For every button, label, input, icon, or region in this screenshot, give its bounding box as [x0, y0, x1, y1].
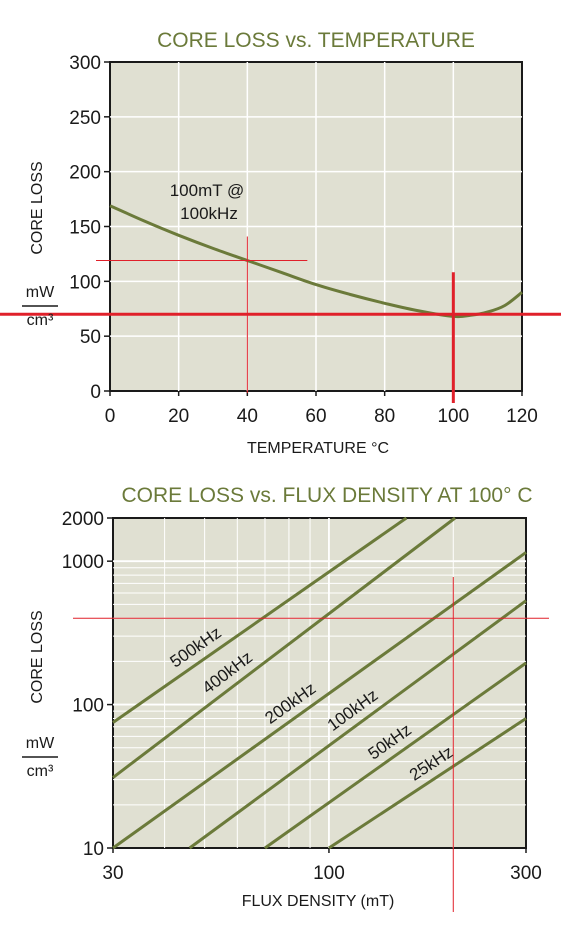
flux-density-series-line [264, 661, 527, 850]
temperature-y-tick-label: 50 [80, 327, 101, 348]
flux-density-series-line [112, 516, 456, 779]
temperature-markers [0, 236, 561, 403]
flux-density-markers [73, 577, 549, 912]
temperature-annotation-line-1: 100mT @ [170, 181, 245, 200]
flux-density-chart-title: CORE LOSS vs. FLUX DENSITY AT 100° C [121, 484, 532, 507]
flux-density-y-unit-denominator: cm³ [27, 763, 54, 780]
temperature-y-tick-label: 200 [69, 163, 101, 184]
flux-density-y-tick-label: 2000 [62, 509, 104, 530]
flux-density-y-axis-label: CORE LOSS [29, 610, 46, 703]
flux-density-series-line [188, 599, 527, 850]
flux-density-x-tick-label: 30 [102, 863, 123, 884]
temperature-x-tick-label: 60 [305, 406, 326, 427]
temperature-y-tick-label: 100 [69, 272, 101, 293]
flux-density-series-line [112, 551, 527, 850]
temperature-x-tick-label: 80 [374, 406, 395, 427]
temperature-y-tick-label: 250 [69, 108, 101, 129]
flux-density-y-unit-numerator: mW [26, 735, 55, 752]
flux-density-series-line [112, 516, 408, 724]
flux-density-series-line [328, 717, 527, 850]
temperature-x-tick-label: 0 [105, 406, 116, 427]
temperature-y-unit-denominator: cm³ [27, 312, 54, 329]
temperature-y-unit-numerator: mW [26, 284, 55, 301]
temperature-y-axis-label: CORE LOSS [29, 161, 46, 254]
temperature-chart: CORE LOSS vs. TEMPERATURE 0 20 40 60 80 100 12… [0, 29, 561, 457]
temperature-x-tick-label: 20 [168, 406, 189, 427]
flux-density-plot-area [112, 517, 527, 849]
temperature-x-axis-label: TEMPERATURE °C [247, 440, 389, 457]
temperature-x-tick-label: 100 [437, 406, 469, 427]
temperature-y-tick-label: 0 [90, 382, 101, 403]
temperature-x-tick-label: 40 [237, 406, 258, 427]
flux-density-ticks: 30 100 300 10 100 1000 2000 [62, 509, 542, 884]
flux-density-x-axis-label: FLUX DENSITY (mT) [242, 893, 395, 910]
flux-density-y-tick-label: 100 [72, 696, 104, 717]
temperature-annotation-line-2: 100kHz [180, 204, 238, 223]
flux-density-y-tick-label: 1000 [62, 552, 104, 573]
temperature-ticks: 0 20 40 60 80 100 120 0 50 100 150 200 250 300 [69, 53, 538, 427]
flux-density-x-tick-label: 100 [313, 863, 345, 884]
flux-density-y-tick-label: 10 [83, 839, 104, 860]
temperature-y-tick-label: 150 [69, 218, 101, 239]
flux-density-chart: CORE LOSS vs. FLUX DENSITY AT 100° C 30 1… [22, 484, 549, 912]
flux-density-x-tick-label: 300 [510, 863, 542, 884]
temperature-x-tick-label: 120 [506, 406, 538, 427]
temperature-y-tick-label: 300 [69, 53, 101, 74]
temperature-chart-title: CORE LOSS vs. TEMPERATURE [157, 29, 475, 52]
